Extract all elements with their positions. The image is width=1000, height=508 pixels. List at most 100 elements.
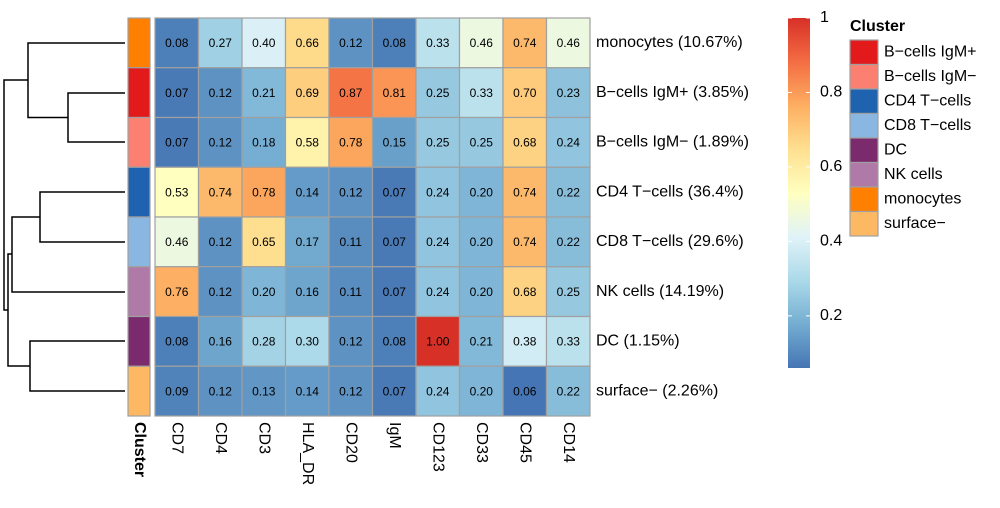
cell [458,116,504,168]
cell [154,315,200,367]
column-label: CD4 [212,422,229,454]
cell-label: 0.12 [339,185,363,199]
cell-label: 0.07 [383,185,407,199]
row-label: surface− (2.26%) [596,382,718,399]
cell-label: 0.46 [557,36,581,50]
cell-label: 0.68 [513,285,537,299]
annotation-cell [127,166,151,218]
cell [197,67,243,119]
cell [545,116,591,168]
column-label: CD45 [517,422,534,463]
cell-label: 0.38 [513,335,537,349]
cell [197,365,243,417]
cell [371,67,417,119]
cell-label: 0.24 [426,235,450,249]
legend-label: DC [884,141,907,158]
cell-label: 0.08 [165,36,189,50]
cell-label: 0.33 [557,335,581,349]
cell [284,365,330,417]
annotation-cell [127,17,151,69]
cell [197,17,243,69]
annotation-cell [127,216,151,268]
cell [458,365,504,417]
legend-swatch [849,186,879,213]
cell-label: 0.12 [339,384,363,398]
column-label: CD3 [256,422,273,454]
cell-label: 0.08 [383,335,407,349]
cell-label: 0.22 [557,185,581,199]
column-label: HLA_DR [299,422,316,485]
cell-label: 0.78 [252,185,276,199]
cell-label: 0.06 [513,384,537,398]
cell [328,216,374,268]
cell-label: 0.74 [513,235,537,249]
cell-label: 0.74 [513,36,537,50]
row-label: B−cells IgM− (1.89%) [596,134,749,151]
cell [415,315,461,367]
cell-label: 0.13 [252,384,276,398]
cell-label: 0.65 [252,235,276,249]
row-label: CD4 T−cells (36.4%) [596,183,744,200]
annotation-cell [127,315,151,367]
cell-label: 0.23 [557,86,581,100]
legend-label: B−cells IgM− [884,68,976,85]
legend-label: CD8 T−cells [884,117,971,134]
cell [545,216,591,268]
legend-label: NK cells [884,166,943,183]
cell-label: 0.20 [252,285,276,299]
color-tick-label: 0.4 [820,233,842,250]
cell-label: 0.24 [426,384,450,398]
color-tick-label: 1 [820,9,829,26]
cell [415,166,461,218]
legend-swatch [849,88,879,115]
column-label: CD14 [560,422,577,463]
legend-label: CD4 T−cells [884,92,971,109]
cell-label: 0.07 [383,285,407,299]
cell-label: 0.07 [165,86,189,100]
cell-label: 0.12 [209,86,233,100]
cell [328,266,374,318]
cell-label: 0.87 [339,86,363,100]
cell-label: 0.28 [252,335,276,349]
cell [154,266,200,318]
cell-label: 0.46 [165,235,189,249]
cell-label: 0.24 [426,185,450,199]
cell-label: 0.12 [209,285,233,299]
cell-label: 0.20 [470,235,494,249]
cell [241,266,287,318]
cell-label: 0.09 [165,384,189,398]
cell [371,17,417,69]
cell-label: 0.30 [296,335,320,349]
cell-label: 0.25 [557,285,581,299]
cell [458,216,504,268]
legend-label: B−cells IgM+ [884,43,976,60]
annotation-cell [127,67,151,119]
cell-label: 0.78 [339,136,363,150]
legend-label: surface− [884,215,946,232]
row-label: CD8 T−cells (29.6%) [596,233,744,250]
cell-label: 0.22 [557,235,581,249]
cell-label: 0.25 [470,136,494,150]
cell-label: 0.21 [470,335,494,349]
cell-label: 0.08 [383,36,407,50]
cell-label: 0.08 [165,335,189,349]
legend-title: Cluster [850,18,905,35]
cell [415,365,461,417]
cell [371,266,417,318]
cell [458,315,504,367]
cell-label: 0.74 [209,185,233,199]
cell-label: 0.68 [513,136,537,150]
cell [197,116,243,168]
cell [154,116,200,168]
cell [371,315,417,367]
cell [415,216,461,268]
cell-label: 0.14 [296,384,320,398]
legend-swatch [849,137,879,164]
cell [284,67,330,119]
column-label: IgM [386,422,403,449]
color-tick-label: 0.2 [820,307,842,324]
dendrogram [3,42,125,392]
cell [502,266,548,318]
cell-label: 0.18 [252,136,276,150]
cell-label: 0.14 [296,185,320,199]
